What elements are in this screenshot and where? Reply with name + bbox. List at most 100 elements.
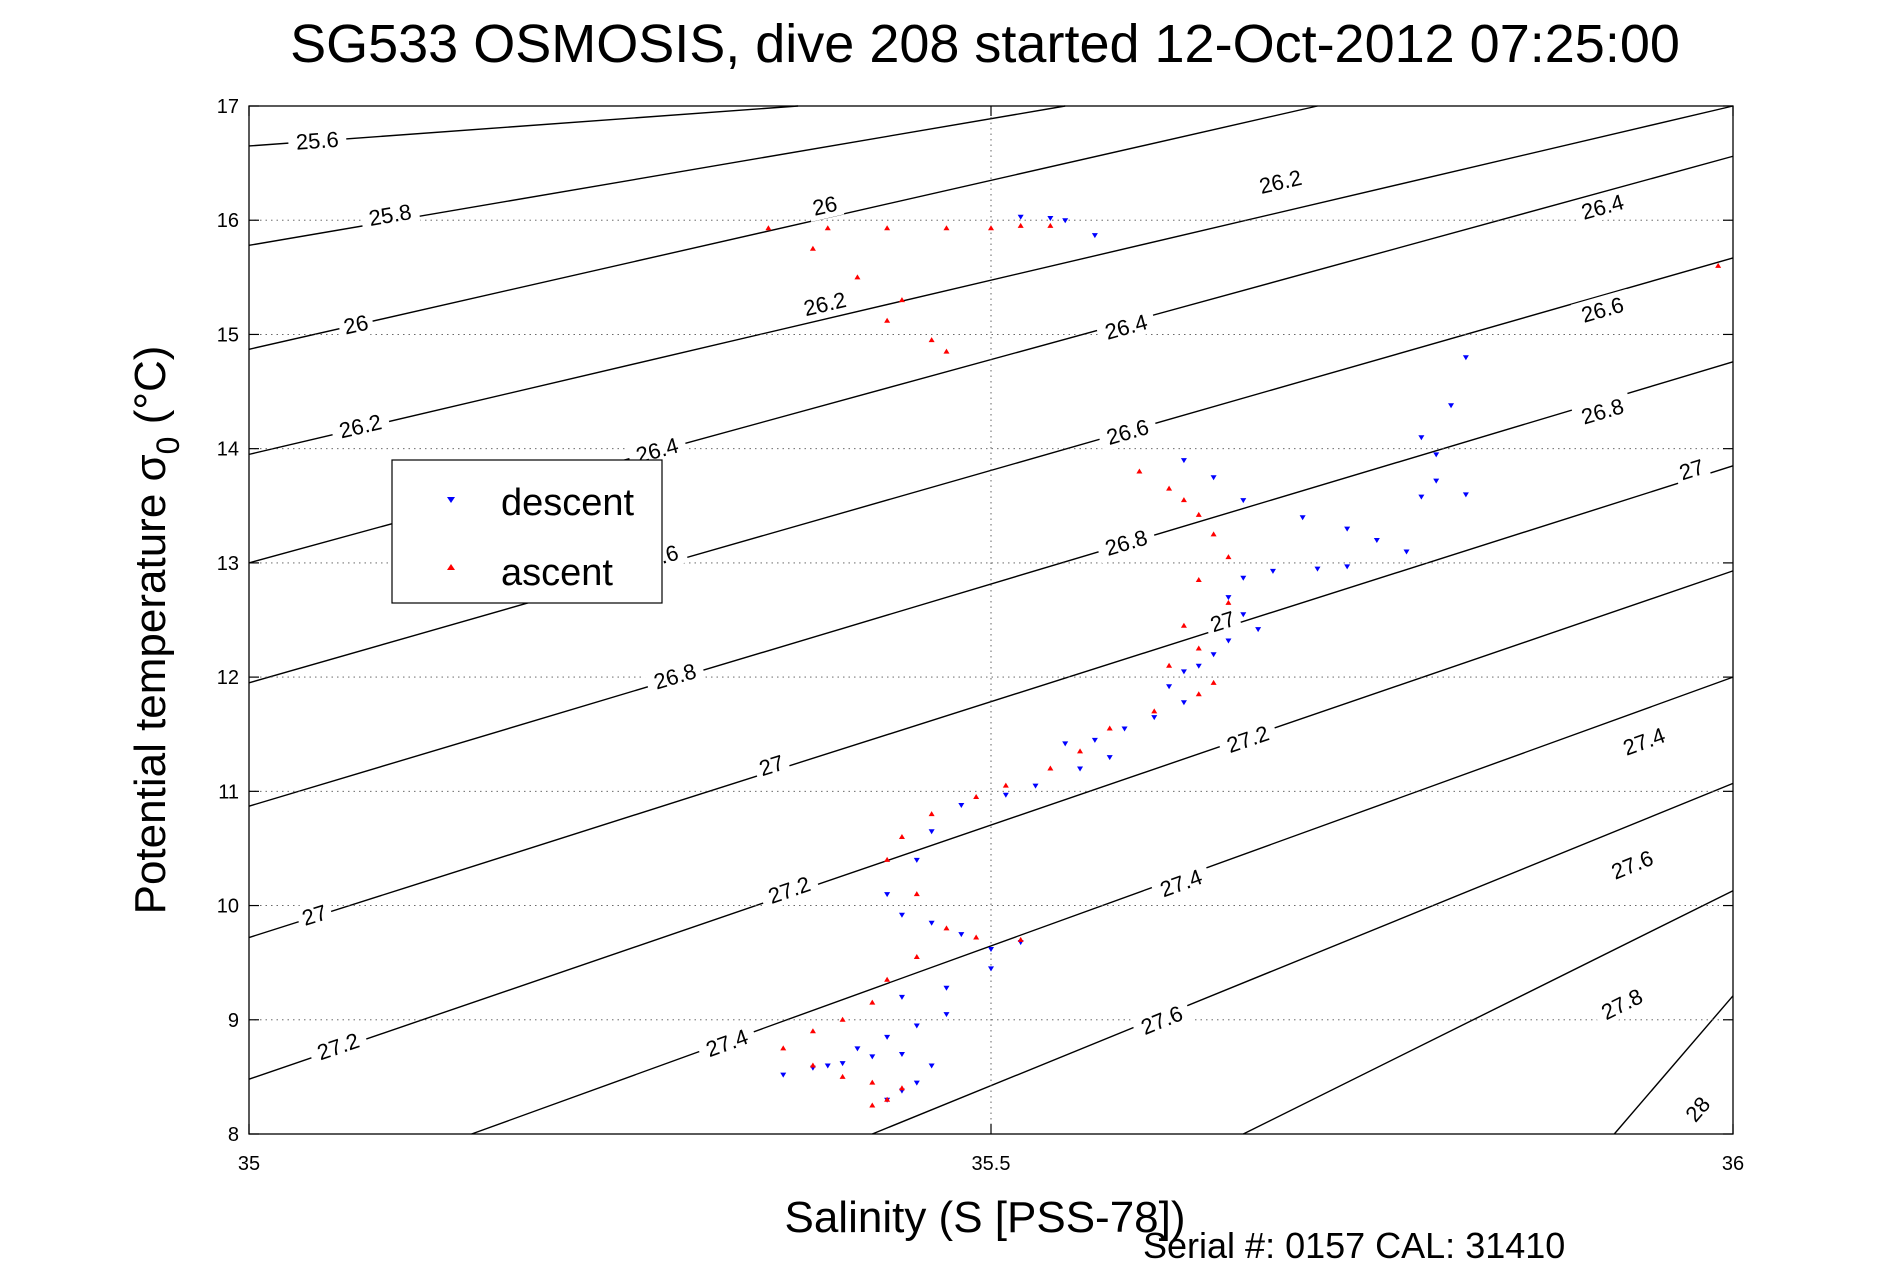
descent-point — [1166, 684, 1173, 690]
ascent-point — [943, 925, 950, 931]
y-tick-label: 14 — [217, 439, 239, 461]
descent-point — [1462, 355, 1469, 361]
descent-point — [1047, 215, 1054, 221]
contour-label-bg — [1570, 288, 1634, 330]
descent-point — [1403, 549, 1410, 555]
contour-line-27-8 — [1242, 890, 1734, 1135]
descent-point — [1106, 755, 1113, 761]
descent-point — [898, 912, 905, 918]
contour-label-bg — [1216, 717, 1280, 761]
descent-point — [1062, 741, 1069, 747]
descent-point — [1210, 652, 1217, 658]
x-tick-label: 35 — [238, 1153, 260, 1175]
contour-label-27-2: 27.2 — [314, 1028, 363, 1066]
contour-line-26-8 — [248, 361, 1734, 807]
ascent-point — [1180, 622, 1187, 628]
ascent-point — [884, 976, 891, 982]
contour-label-bg — [294, 897, 335, 933]
ascent-point — [869, 1102, 876, 1108]
contour-label-bg — [793, 284, 856, 323]
contour-labels: 25.625.8262626.226.226.226.426.426.426.6… — [287, 125, 1719, 1131]
contour-label-bg — [1676, 1087, 1719, 1131]
descent-point — [884, 892, 891, 898]
y-tick-label: 11 — [218, 781, 239, 803]
ascent-point — [928, 337, 935, 343]
ascent-point — [1195, 645, 1202, 651]
descent-point — [1344, 564, 1351, 570]
ascent-point — [839, 1016, 846, 1022]
descent-point — [1433, 452, 1440, 458]
descent-point — [988, 946, 994, 952]
contour-label-bg — [1094, 306, 1158, 347]
contour-label-bg — [1249, 162, 1312, 201]
descent-point — [1255, 627, 1262, 633]
descent-point — [1462, 492, 1469, 498]
contour-label-bg — [306, 1024, 370, 1068]
ascent-point — [913, 891, 920, 897]
ascent-point — [780, 1045, 787, 1051]
ascent-point — [1210, 679, 1217, 685]
x-axis-label: Salinity (S [PSS-78]) — [784, 1193, 1185, 1242]
descent-point — [898, 1052, 905, 1058]
ascent-point — [1715, 262, 1722, 268]
ascent-point — [898, 297, 905, 303]
descent-point — [839, 1061, 846, 1067]
contour-label-bg — [643, 655, 707, 697]
grid-lines — [249, 106, 1733, 1134]
descent-point — [898, 994, 905, 1000]
ascent-point — [854, 274, 861, 280]
descent-point — [1240, 575, 1247, 581]
contour-label-27-4: 27.4 — [1620, 723, 1669, 761]
contour-label-bg — [1096, 411, 1159, 453]
contour-label-26-8: 26.8 — [1102, 525, 1150, 561]
descent-point — [780, 1072, 787, 1078]
legend-ascent-label: ascent — [501, 552, 613, 594]
contour-label-bg — [1570, 390, 1634, 432]
ascent-point — [765, 225, 772, 231]
contour-label-27-6: 27.6 — [1608, 845, 1657, 884]
contour-label-26-2: 26.2 — [337, 409, 384, 443]
ascent-point — [913, 953, 920, 959]
descent-point — [958, 803, 965, 809]
contour-label-bg — [1671, 451, 1712, 487]
descent-point — [1344, 526, 1351, 532]
ascent-point — [898, 1085, 905, 1091]
y-axis-label: Potential temperature σ0 (°C) — [126, 346, 186, 915]
contour-label-26-2: 26.2 — [1257, 165, 1304, 199]
ascent-point — [1195, 511, 1202, 517]
contour-label-bg — [287, 125, 348, 156]
descent-point — [1240, 498, 1247, 504]
ascent-point — [1180, 497, 1187, 503]
ascent-point — [884, 317, 891, 323]
ascent-point — [809, 245, 816, 251]
ascent-point — [869, 999, 876, 1005]
descent-point — [1418, 435, 1425, 441]
contour-label-26: 26 — [810, 191, 839, 221]
contour-label-bg — [1129, 996, 1194, 1043]
ascent-point — [1136, 468, 1143, 474]
ascent-point — [1002, 782, 1009, 788]
ascent-point — [884, 1096, 891, 1102]
descent-point — [1151, 715, 1158, 721]
contour-label-bg — [1589, 979, 1654, 1029]
descent-point — [854, 1046, 861, 1052]
ascent-point — [1195, 577, 1202, 583]
contour-label-26-8: 26.8 — [1578, 393, 1626, 429]
contour-label-26: 26 — [341, 310, 370, 340]
contour-label-bg — [336, 307, 376, 341]
ascent-point — [839, 1073, 846, 1079]
ascent-point — [1166, 485, 1173, 491]
descent-point — [1017, 214, 1024, 220]
descent-point — [928, 829, 935, 835]
y-axis-label-unit: (°C) — [126, 346, 175, 437]
contour-label-27-6: 27.6 — [1137, 1001, 1186, 1040]
ascent-point — [1195, 691, 1202, 697]
contour-label-26-4: 26.4 — [1102, 309, 1150, 344]
contour-label-bg — [751, 747, 792, 783]
descent-point — [1195, 663, 1202, 669]
ascent-point — [1047, 765, 1054, 771]
contour-label-26-2: 26.2 — [801, 287, 848, 321]
descent-point — [1180, 669, 1187, 675]
descent-point — [1373, 538, 1380, 544]
contour-label-26-6: 26.6 — [1579, 292, 1627, 328]
